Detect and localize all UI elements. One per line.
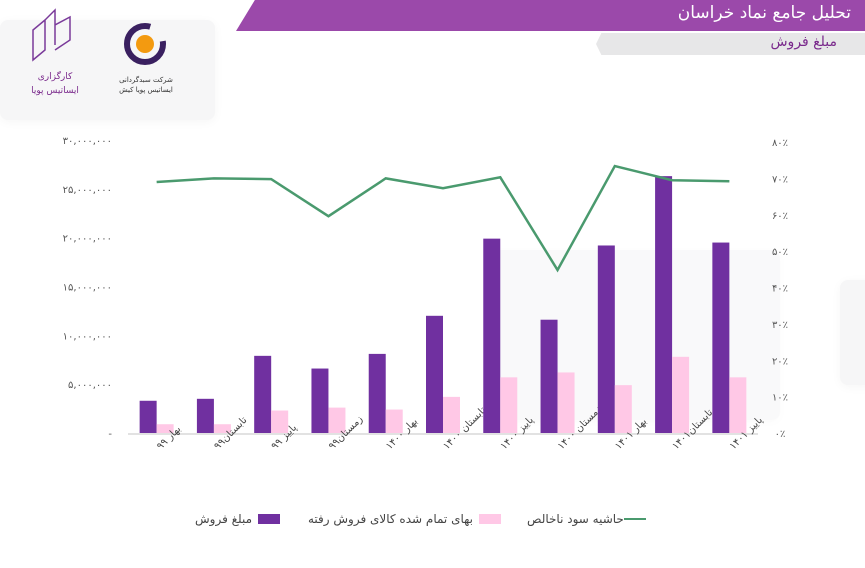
right-tick-label: ۴۰٪ bbox=[772, 284, 788, 295]
bar-cost bbox=[328, 407, 346, 433]
page-title: تحلیل جامع نماد خراسان bbox=[677, 3, 851, 23]
bar-cost bbox=[557, 372, 575, 433]
legend-sales: مبلغ فروش bbox=[195, 512, 281, 526]
legend-swatch bbox=[623, 518, 646, 520]
legend-margin: حاشیه سود ناخالص bbox=[527, 512, 646, 526]
right-tick-label: ۱۰٪ bbox=[772, 393, 788, 404]
right-tick-label: ۲۰٪ bbox=[772, 356, 788, 367]
bg-tile bbox=[840, 280, 865, 385]
left-tick-label: ۲۵,۰۰۰,۰۰۰ bbox=[63, 185, 112, 196]
bar-sales bbox=[540, 319, 558, 433]
bar-cost bbox=[271, 410, 289, 433]
bar-sales bbox=[426, 315, 443, 433]
bar-sales bbox=[483, 238, 501, 433]
legend-label: بهای تمام شده کالای فروش رفته bbox=[308, 512, 473, 526]
bg-tile bbox=[0, 20, 215, 120]
bar-cost bbox=[213, 424, 231, 433]
bar-sales bbox=[196, 398, 214, 433]
right-tick-label: ۰٪ bbox=[775, 429, 786, 440]
bar-sales bbox=[368, 353, 386, 433]
left-tick-label: ۱۵,۰۰۰,۰۰۰ bbox=[63, 283, 112, 294]
legend-cost: بهای تمام شده کالای فروش رفته bbox=[308, 512, 501, 526]
left-tick-label: - bbox=[108, 429, 112, 440]
left-tick-label: ۳۰,۰۰۰,۰۰۰ bbox=[63, 136, 112, 147]
bar-cost bbox=[156, 424, 174, 433]
bar-cost bbox=[443, 396, 460, 433]
bar-cost bbox=[729, 377, 747, 433]
legend-label: مبلغ فروش bbox=[195, 512, 253, 526]
right-tick-label: ۶۰٪ bbox=[772, 211, 788, 222]
left-tick-label: ۵,۰۰۰,۰۰۰ bbox=[68, 380, 112, 391]
line-margin bbox=[156, 164, 730, 273]
page-subtitle: مبلغ فروش bbox=[770, 34, 837, 50]
left-tick-label: ۲۰,۰۰۰,۰۰۰ bbox=[63, 234, 112, 245]
bar-cost bbox=[672, 356, 690, 433]
svg-text:شرکت سبدگردانی: شرکت سبدگردانی bbox=[119, 75, 173, 84]
legend-label: حاشیه سود ناخالص bbox=[527, 512, 624, 526]
bar-cost bbox=[385, 409, 403, 433]
bar-sales bbox=[712, 242, 730, 433]
bar-sales bbox=[597, 245, 615, 433]
asset-manager-logo: شرکت سبدگردانی ایساتیس پویا کیش bbox=[119, 23, 173, 94]
legend-swatch bbox=[258, 514, 281, 524]
bar-cost bbox=[614, 385, 632, 433]
right-tick-label: ۸۰٪ bbox=[772, 138, 788, 149]
svg-text:کارگزاری: کارگزاری bbox=[38, 70, 73, 82]
right-tick-label: ۷۰٪ bbox=[772, 174, 788, 185]
svg-text:ایساتیس پویا: ایساتیس پویا bbox=[31, 86, 79, 96]
right-tick-label: ۳۰٪ bbox=[772, 320, 788, 331]
bar-cost bbox=[500, 377, 518, 433]
broker-logo: کارگزاری ایساتیس پویا bbox=[31, 8, 79, 96]
right-tick-label: ۵۰٪ bbox=[772, 247, 788, 258]
bar-sales bbox=[254, 355, 272, 433]
left-tick-label: ۱۰,۰۰۰,۰۰۰ bbox=[63, 331, 112, 342]
bar-sales bbox=[311, 368, 329, 433]
bar-sales bbox=[655, 176, 673, 434]
title-bar bbox=[236, 0, 865, 31]
bar-sales bbox=[139, 400, 157, 433]
legend-swatch bbox=[479, 514, 501, 524]
subtitle-bar bbox=[596, 33, 865, 55]
svg-text:ایساتیس پویا کیش: ایساتیس پویا کیش bbox=[119, 86, 173, 94]
